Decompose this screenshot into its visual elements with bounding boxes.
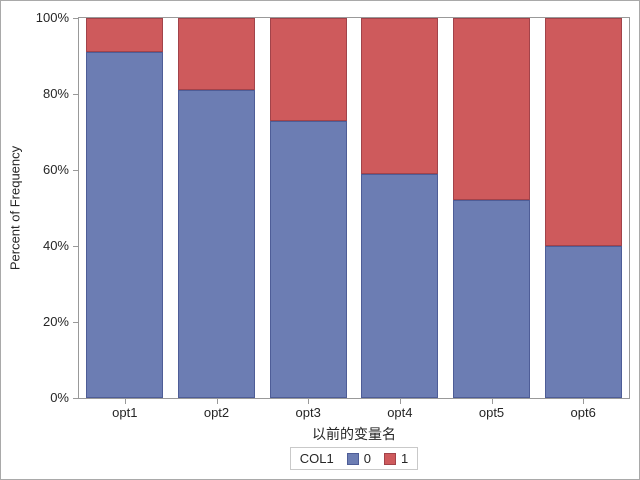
bar-segment-opt6-series-0 [544, 246, 622, 398]
x-tick-mark-opt1 [124, 399, 126, 404]
x-slot-opt4: opt4 [354, 399, 446, 421]
y-tick-mark-20 [73, 321, 78, 323]
x-tick-label-opt6: opt6 [570, 405, 596, 420]
legend-label-0: 0 [363, 451, 371, 466]
bar-stack-opt3 [269, 18, 347, 398]
x-slot-opt6: opt6 [537, 399, 629, 421]
plot-area [78, 17, 630, 399]
legend-entry-0: 0 [346, 451, 371, 466]
x-slot-opt3: opt3 [262, 399, 354, 421]
bar-segment-opt2-series-0 [178, 90, 255, 398]
bar-segment-opt3-series-0 [269, 120, 347, 398]
legend-label-1: 1 [400, 451, 409, 466]
x-axis: opt1 opt2 opt3 opt4 opt5 opt6 [79, 399, 629, 421]
bar-slot-opt2 [171, 18, 263, 398]
x-axis-title: 以前的变量名 [312, 426, 396, 442]
bar-slot-opt6 [537, 18, 629, 398]
y-tick-mark-40 [73, 245, 78, 247]
bar-segment-opt3-series-1 [269, 18, 347, 121]
bar-segment-opt4-series-1 [361, 18, 439, 174]
bar-segment-opt1-series-0 [86, 52, 164, 398]
bar-segment-opt4-series-0 [361, 173, 439, 398]
x-tick-label-opt3: opt3 [295, 405, 321, 420]
x-tick-mark-opt6 [583, 399, 585, 404]
x-slot-opt2: opt2 [171, 399, 263, 421]
y-tick-label-20: 20% [42, 314, 69, 329]
bar-slot-opt3 [262, 18, 354, 398]
bar-slot-opt1 [79, 18, 171, 398]
y-tick-label-60: 60% [42, 162, 69, 177]
bar-segment-opt2-series-1 [178, 18, 255, 91]
y-tick-label-0: 0% [50, 390, 69, 405]
legend-swatch-1 [383, 452, 396, 465]
legend-swatch-0 [346, 452, 359, 465]
bar-slot-opt4 [354, 18, 446, 398]
bar-stack-opt6 [544, 18, 622, 398]
y-tick-label-100: 100% [35, 10, 69, 25]
x-tick-mark-opt2 [216, 399, 218, 404]
x-tick-mark-opt4 [399, 399, 401, 404]
bar-segment-opt6-series-1 [544, 18, 622, 246]
x-tick-label-opt1: opt1 [112, 405, 138, 420]
y-tick-mark-60 [73, 169, 78, 171]
y-tick-mark-0 [73, 397, 78, 399]
bar-segment-opt5-series-0 [453, 200, 531, 398]
y-tick-label-80: 80% [42, 86, 69, 101]
bar-segment-opt5-series-1 [453, 18, 531, 201]
bar-segment-opt1-series-1 [86, 18, 164, 53]
y-tick-mark-80 [73, 93, 78, 95]
x-tick-label-opt2: opt2 [203, 405, 230, 420]
x-slot-opt5: opt5 [446, 399, 538, 421]
x-tick-mark-opt5 [491, 399, 493, 404]
x-tick-label-opt5: opt5 [478, 405, 505, 420]
y-tick-mark-100 [73, 17, 78, 19]
bar-slot-opt5 [446, 18, 538, 398]
bar-stack-opt4 [361, 18, 439, 398]
bar-stack-opt1 [86, 18, 164, 398]
y-tick-label-40: 40% [42, 238, 69, 253]
legend-entry-1: 1 [383, 451, 409, 466]
legend-title: COL1 [299, 451, 334, 466]
bar-stack-opt2 [178, 18, 255, 398]
bar-stack-opt5 [453, 18, 531, 398]
x-tick-mark-opt3 [308, 399, 310, 404]
x-slot-opt1: opt1 [79, 399, 171, 421]
x-tick-label-opt4: opt4 [387, 405, 413, 420]
